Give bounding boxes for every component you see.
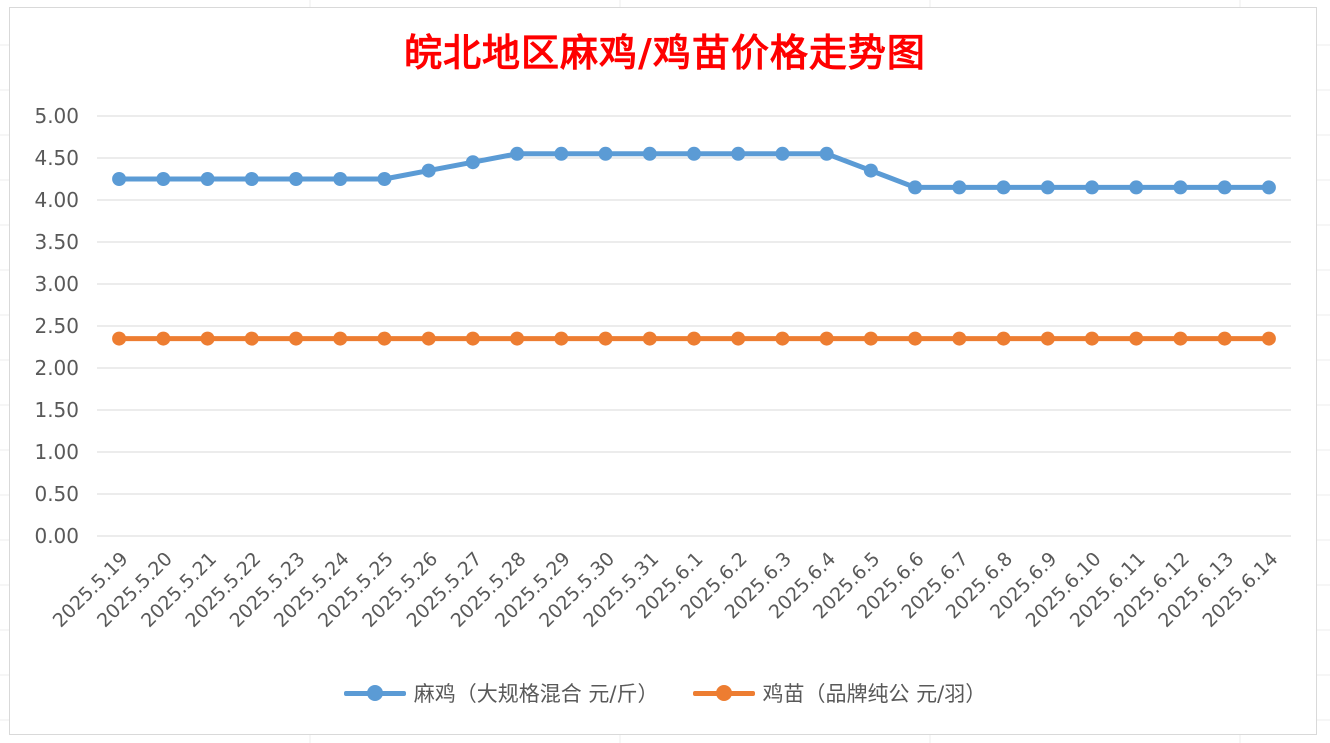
legend-item-series-0: 麻鸡（大规格混合 元/斤） [343,678,659,708]
series-0-point[interactable] [377,172,392,186]
series-1-point[interactable] [1173,331,1188,346]
series-0-point[interactable] [1129,180,1144,195]
y-tick-label: 1.50 [34,398,79,422]
series-0-point[interactable] [731,146,746,161]
series-1-point[interactable] [465,331,480,346]
y-tick-label: 2.00 [34,356,79,380]
series-1-point[interactable] [819,331,834,346]
series-0-point[interactable] [908,180,923,195]
series-0-point[interactable] [1085,180,1099,195]
series-0-point[interactable] [952,180,967,195]
series-0-point[interactable] [333,172,348,186]
series-0-point[interactable] [775,146,790,161]
legend: 麻鸡（大规格混合 元/斤） 鸡苗（品牌纯公 元/羽） [0,678,1330,708]
series-1-point[interactable] [554,331,569,346]
series-1-point[interactable] [642,331,657,346]
series-0-point[interactable] [465,155,480,170]
series-1-point[interactable] [996,331,1011,346]
chart-frame[interactable] [9,7,1317,735]
series-0-point[interactable] [819,146,834,161]
y-tick-label: 2.50 [34,314,79,338]
series-1-point[interactable] [598,331,613,346]
legend-swatch-0 [343,683,406,703]
series-0-point[interactable] [1173,180,1188,195]
legend-swatch-1 [692,683,755,703]
y-tick-label: 5.00 [34,104,79,128]
series-1-point[interactable] [1085,331,1099,346]
series-1-point[interactable] [1261,331,1276,346]
series-0-point[interactable] [642,146,657,161]
series-1-point[interactable] [687,331,701,346]
series-1-point[interactable] [510,331,525,346]
series-1-point[interactable] [731,331,746,346]
series-1-point[interactable] [863,331,878,346]
legend-label-0: 麻鸡（大规格混合 元/斤） [413,682,659,706]
series-1-point[interactable] [289,331,303,346]
series-0-point[interactable] [996,180,1011,195]
series-0-point[interactable] [510,146,525,161]
series-0-point[interactable] [598,146,613,161]
series-0-point[interactable] [1040,180,1055,195]
series-0-point[interactable] [687,146,701,161]
series-0-point[interactable] [112,172,127,186]
series-1-point[interactable] [156,331,171,346]
legend-item-series-1: 鸡苗（品牌纯公 元/羽） [692,678,987,708]
y-tick-label: 4.50 [34,146,79,170]
series-0-point[interactable] [200,172,215,186]
series-1-point[interactable] [112,331,127,346]
legend-label-1: 鸡苗（品牌纯公 元/羽） [762,682,987,706]
y-tick-label: 3.00 [34,272,79,296]
y-tick-label: 0.50 [34,482,79,506]
series-0-point[interactable] [1261,180,1276,195]
series-1-point[interactable] [1217,331,1232,346]
series-1-point[interactable] [952,331,967,346]
series-0-point[interactable] [244,172,259,186]
series-1-point[interactable] [1129,331,1144,346]
series-1-point[interactable] [908,331,923,346]
series-0-point[interactable] [554,146,569,161]
series-0-point[interactable] [289,172,303,186]
series-0-point[interactable] [863,163,878,178]
series-1-point[interactable] [1040,331,1055,346]
y-tick-label: 1.00 [34,440,79,464]
series-1-point[interactable] [377,331,392,346]
y-tick-label: 0.00 [34,524,79,548]
series-0-point[interactable] [421,163,436,178]
series-1-point[interactable] [200,331,215,346]
series-0-point[interactable] [156,172,171,186]
series-1-point[interactable] [244,331,259,346]
series-1-point[interactable] [333,331,348,346]
chart-title: 皖北地区麻鸡/鸡苗价格走势图 [404,30,926,75]
y-tick-label: 3.50 [34,230,79,254]
series-1-point[interactable] [775,331,790,346]
series-1-point[interactable] [421,331,436,346]
series-0-point[interactable] [1217,180,1232,195]
y-tick-label: 4.00 [34,188,79,212]
